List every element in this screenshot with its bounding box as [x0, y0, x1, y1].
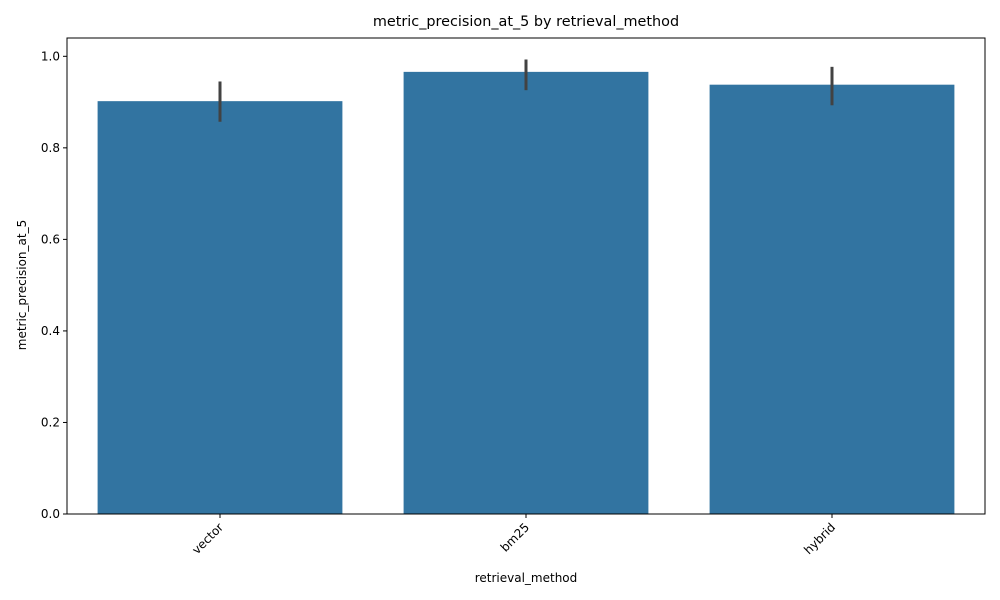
y-tick-label: 1.0: [41, 49, 60, 63]
bar-hybrid: [709, 84, 955, 514]
chart-title: metric_precision_at_5 by retrieval_metho…: [373, 14, 679, 30]
bar-bm25: [403, 71, 649, 514]
y-tick-label: 0.8: [41, 141, 60, 155]
x-axis-label: retrieval_method: [475, 571, 578, 585]
y-tick-label: 0.4: [41, 324, 60, 338]
bar-vector: [97, 101, 343, 515]
y-tick-label: 0.2: [41, 415, 60, 429]
y-tick-label: 0.0: [41, 507, 60, 521]
y-axis-label: metric_precision_at_5: [15, 220, 29, 350]
y-tick-label: 0.6: [41, 232, 60, 246]
